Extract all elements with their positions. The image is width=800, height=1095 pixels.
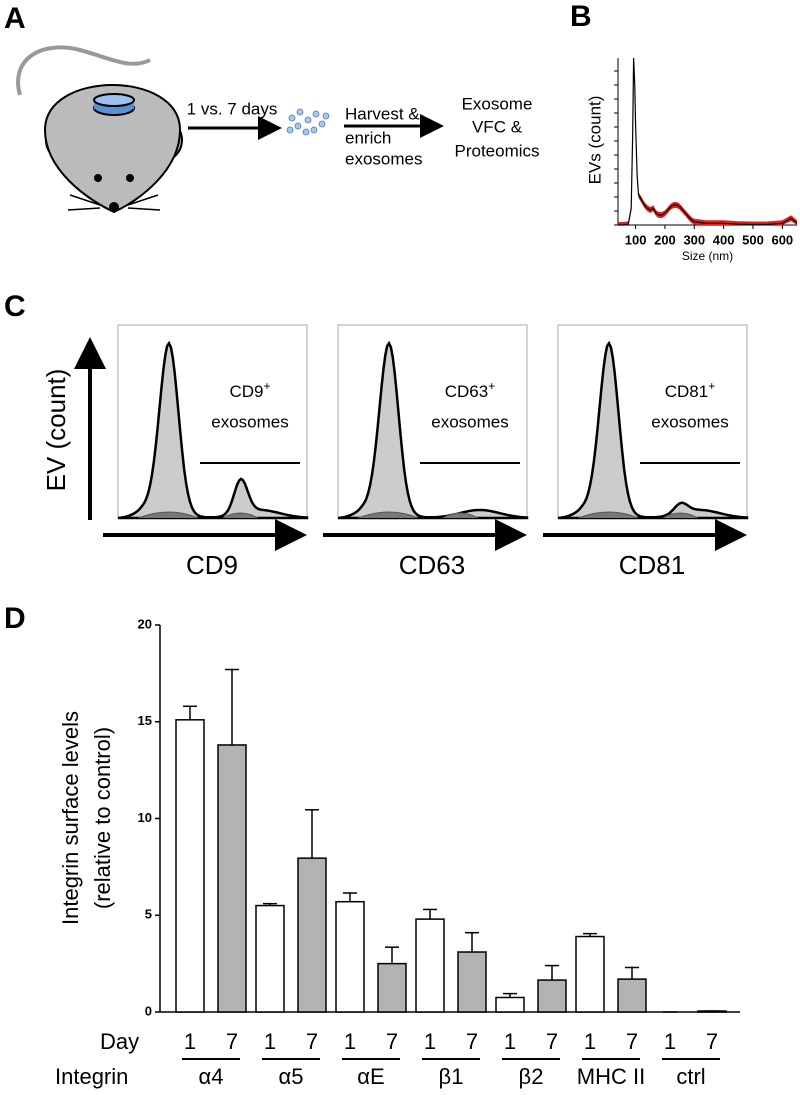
day-label: 1 bbox=[264, 1029, 276, 1054]
day-label: 1 bbox=[424, 1029, 436, 1054]
gate-label: CD9 bbox=[229, 382, 263, 401]
x-tick-label: 200 bbox=[654, 232, 676, 247]
y-axis-label: Integrin surface levels bbox=[58, 711, 83, 925]
bar bbox=[537, 979, 567, 1013]
x-tick-label: 100 bbox=[625, 232, 647, 247]
gate-label: CD63 bbox=[445, 382, 488, 401]
category-label: α4 bbox=[199, 1064, 224, 1089]
histogram bbox=[337, 340, 529, 520]
x-tick-label: 300 bbox=[683, 232, 705, 247]
step-label: Proteomics bbox=[454, 141, 539, 160]
y-axis-label: (relative to control) bbox=[90, 727, 115, 909]
bar bbox=[335, 900, 365, 1013]
gate-label: CD81+ bbox=[665, 379, 715, 401]
superscript: + bbox=[488, 379, 495, 393]
x-tick-label: 500 bbox=[742, 232, 764, 247]
day-label: 7 bbox=[466, 1029, 478, 1054]
y-tick-label: 5 bbox=[145, 907, 152, 922]
exosome-cluster bbox=[286, 108, 330, 136]
bar bbox=[255, 904, 285, 1013]
bar bbox=[697, 1010, 727, 1013]
x-axis-label: CD81 bbox=[619, 550, 685, 580]
step-label: Harvest & bbox=[345, 104, 420, 123]
panel-d: 0 5 10 15 20 Integrin surface levels (relative… bbox=[55, 616, 740, 1089]
step-label: VFC & bbox=[472, 117, 523, 136]
gate-label: exosomes bbox=[211, 412, 288, 431]
day-label: 7 bbox=[706, 1029, 718, 1054]
category-label: MHC II bbox=[577, 1064, 645, 1089]
y-axis-label: EVs (count) bbox=[585, 96, 604, 185]
y-tick-label: 10 bbox=[138, 810, 152, 825]
step-label: enrich bbox=[345, 128, 391, 147]
control-histogram bbox=[577, 511, 699, 519]
bar bbox=[175, 719, 205, 1013]
bar bbox=[377, 962, 407, 1013]
gate-label: exosomes bbox=[651, 412, 728, 431]
bar bbox=[575, 935, 605, 1013]
x-axis-title: Day bbox=[100, 1029, 139, 1054]
panel-labels: A B C D bbox=[4, 0, 592, 635]
panel-label: D bbox=[4, 602, 26, 635]
histogram bbox=[117, 340, 309, 520]
gate-label: exosomes bbox=[431, 412, 508, 431]
x-axis-label: CD9 bbox=[186, 550, 238, 580]
category-title: Integrin bbox=[55, 1064, 128, 1089]
y-tick-label: 20 bbox=[138, 616, 152, 631]
day-label: 7 bbox=[386, 1029, 398, 1054]
step-label: Exosome bbox=[462, 94, 533, 113]
mouse bbox=[16, 45, 183, 214]
panel-c: CD9+exosomesCD9CD63+exosomesCD63CD81+exo… bbox=[103, 324, 749, 580]
day-label: 1 bbox=[504, 1029, 516, 1054]
panel-label: C bbox=[4, 290, 26, 323]
x-axis-label: Size (nm) bbox=[682, 249, 733, 263]
gate-label: CD63+ bbox=[445, 379, 495, 401]
category-label: α5 bbox=[279, 1064, 304, 1089]
bar bbox=[457, 951, 487, 1013]
step-label: 1 vs. 7 days bbox=[187, 99, 278, 118]
day-label: 7 bbox=[226, 1029, 238, 1054]
bar bbox=[617, 978, 647, 1013]
panel-label: B bbox=[570, 0, 592, 33]
superscript: + bbox=[708, 379, 715, 393]
superscript: + bbox=[264, 379, 271, 393]
x-tick-label: 400 bbox=[713, 232, 735, 247]
line bbox=[618, 57, 798, 226]
control-histogram bbox=[357, 511, 479, 519]
error-band bbox=[618, 55, 797, 225]
category-label: β2 bbox=[519, 1064, 544, 1089]
bar bbox=[217, 744, 247, 1013]
day-label: 7 bbox=[626, 1029, 638, 1054]
day-label: 1 bbox=[664, 1029, 676, 1054]
histogram bbox=[557, 340, 749, 520]
day-label: 1 bbox=[584, 1029, 596, 1054]
x-axis-label: CD63 bbox=[399, 550, 465, 580]
y-axis-label: EV (count) bbox=[41, 369, 71, 492]
control-histogram bbox=[137, 511, 259, 519]
category-label: αE bbox=[357, 1064, 384, 1089]
panel-label: A bbox=[4, 2, 26, 35]
day-label: 1 bbox=[184, 1029, 196, 1054]
day-label: 7 bbox=[306, 1029, 318, 1054]
y-tick-label: 15 bbox=[138, 713, 152, 728]
step-label: exosomes bbox=[345, 149, 422, 168]
bar bbox=[415, 918, 445, 1013]
x-tick-label: 600 bbox=[771, 232, 793, 247]
y-tick-label: 0 bbox=[145, 1003, 152, 1018]
panel-b: 100 200 300 400 500 600 Size (nm) EVs (count) bbox=[585, 55, 798, 263]
bar bbox=[297, 857, 327, 1013]
day-label: 1 bbox=[344, 1029, 356, 1054]
category-label: β1 bbox=[439, 1064, 464, 1089]
gate-label: CD81 bbox=[665, 382, 708, 401]
gate-label: CD9+ bbox=[229, 379, 270, 401]
bar bbox=[495, 996, 525, 1013]
category-label: ctrl bbox=[676, 1064, 705, 1089]
day-label: 7 bbox=[546, 1029, 558, 1054]
